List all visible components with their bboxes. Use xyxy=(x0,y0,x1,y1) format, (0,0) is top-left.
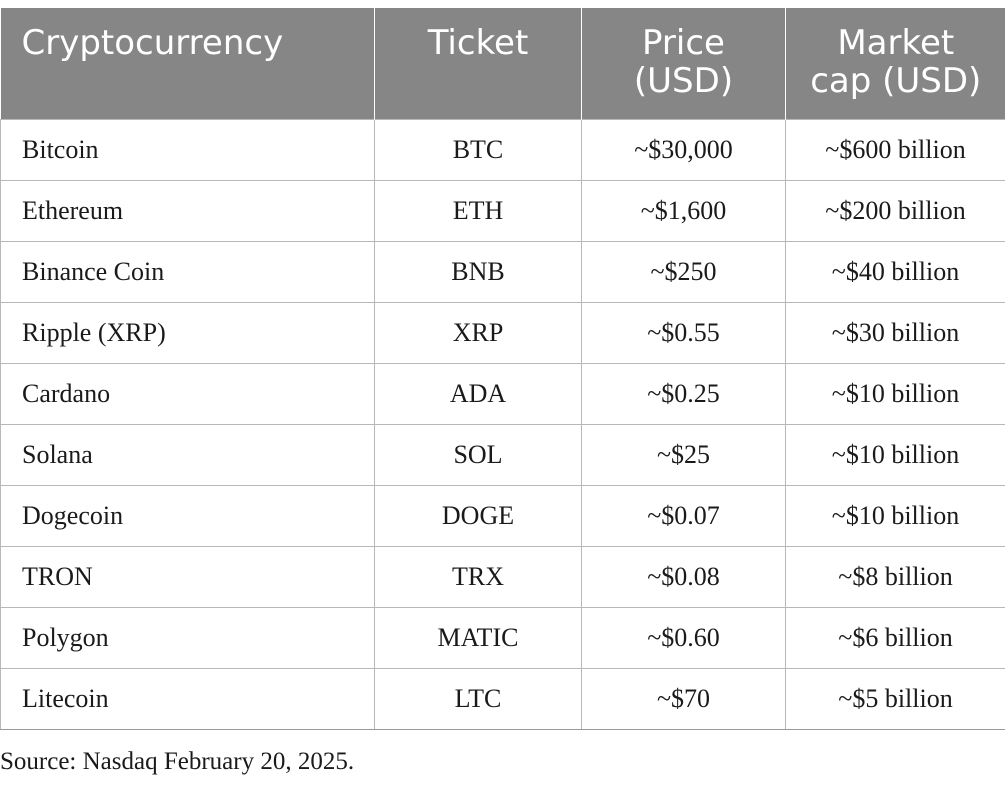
cell-name: Bitcoin xyxy=(0,118,375,181)
header-ticket-label: Ticket xyxy=(427,23,529,63)
cell-market-cap: ~$8 billion xyxy=(785,545,1005,608)
cell-price: ~$250 xyxy=(581,240,786,303)
cell-name: Dogecoin xyxy=(0,484,375,547)
cell-name: Polygon xyxy=(0,606,375,669)
header-ticket: Ticket xyxy=(374,8,582,119)
header-row: Cryptocurrency Ticket Price (USD) Market… xyxy=(0,8,1005,119)
cell-name: Binance Coin xyxy=(0,240,375,303)
cell-price: ~$70 xyxy=(581,667,786,730)
cell-name: Litecoin xyxy=(0,667,375,730)
cell-market-cap: ~$30 billion xyxy=(785,301,1005,364)
cell-market-cap: ~$10 billion xyxy=(785,362,1005,425)
cell-market-cap: ~$10 billion xyxy=(785,423,1005,486)
cell-price: ~$1,600 xyxy=(581,179,786,242)
cell-name: TRON xyxy=(0,545,375,608)
header-price-line1: Price xyxy=(642,23,725,63)
table-header: Cryptocurrency Ticket Price (USD) Market… xyxy=(0,8,1005,119)
header-cryptocurrency: Cryptocurrency xyxy=(1,8,375,119)
cell-ticket: ETH xyxy=(374,179,582,242)
cell-price: ~$30,000 xyxy=(581,118,786,181)
cell-name: Ethereum xyxy=(0,179,375,242)
cell-price: ~$0.25 xyxy=(581,362,786,425)
header-price-line2: (USD) xyxy=(633,61,734,101)
cell-name: Ripple (XRP) xyxy=(0,301,375,364)
cell-market-cap: ~$5 billion xyxy=(785,667,1005,730)
crypto-table-container: Cryptocurrency Ticket Price (USD) Market… xyxy=(0,8,1005,730)
cell-ticket: MATIC xyxy=(374,606,582,669)
header-price: Price (USD) xyxy=(581,8,786,119)
header-market-cap-line1: Market xyxy=(837,23,955,63)
cell-name: Solana xyxy=(0,423,375,486)
table-row: TRON TRX ~$0.08 ~$8 billion xyxy=(0,545,1005,608)
header-market-cap-line2: cap (USD) xyxy=(810,61,982,101)
table-row: Dogecoin DOGE ~$0.07 ~$10 billion xyxy=(0,484,1005,547)
cell-ticket: ADA xyxy=(374,362,582,425)
table-row: Binance Coin BNB ~$250 ~$40 billion xyxy=(0,240,1005,303)
cell-market-cap: ~$200 billion xyxy=(785,179,1005,242)
table-body: Bitcoin BTC ~$30,000 ~$600 billion Ether… xyxy=(0,118,1005,730)
table-row: Cardano ADA ~$0.25 ~$10 billion xyxy=(0,362,1005,425)
cell-price: ~$0.07 xyxy=(581,484,786,547)
cell-ticket: TRX xyxy=(374,545,582,608)
header-cryptocurrency-label: Cryptocurrency xyxy=(21,23,284,63)
cell-ticket: SOL xyxy=(374,423,582,486)
table-row: Ripple (XRP) XRP ~$0.55 ~$30 billion xyxy=(0,301,1005,364)
cell-ticket: XRP xyxy=(374,301,582,364)
table-row: Bitcoin BTC ~$30,000 ~$600 billion xyxy=(0,118,1005,181)
cell-market-cap: ~$600 billion xyxy=(785,118,1005,181)
header-market-cap: Market cap (USD) xyxy=(785,8,1005,119)
cell-ticket: LTC xyxy=(374,667,582,730)
table-row: Litecoin LTC ~$70 ~$5 billion xyxy=(0,667,1005,730)
cell-market-cap: ~$6 billion xyxy=(785,606,1005,669)
source-note: Source: Nasdaq February 20, 2025. xyxy=(0,748,355,775)
cell-price: ~$25 xyxy=(581,423,786,486)
cell-price: ~$0.55 xyxy=(581,301,786,364)
cell-market-cap: ~$10 billion xyxy=(785,484,1005,547)
table-row: Solana SOL ~$25 ~$10 billion xyxy=(0,423,1005,486)
cell-ticket: BTC xyxy=(374,118,582,181)
table-row: Polygon MATIC ~$0.60 ~$6 billion xyxy=(0,606,1005,669)
table-row: Ethereum ETH ~$1,600 ~$200 billion xyxy=(0,179,1005,242)
cell-name: Cardano xyxy=(0,362,375,425)
cell-ticket: DOGE xyxy=(374,484,582,547)
cell-market-cap: ~$40 billion xyxy=(785,240,1005,303)
cell-ticket: BNB xyxy=(374,240,582,303)
cell-price: ~$0.60 xyxy=(581,606,786,669)
cell-price: ~$0.08 xyxy=(581,545,786,608)
crypto-table: Cryptocurrency Ticket Price (USD) Market… xyxy=(0,8,1005,730)
